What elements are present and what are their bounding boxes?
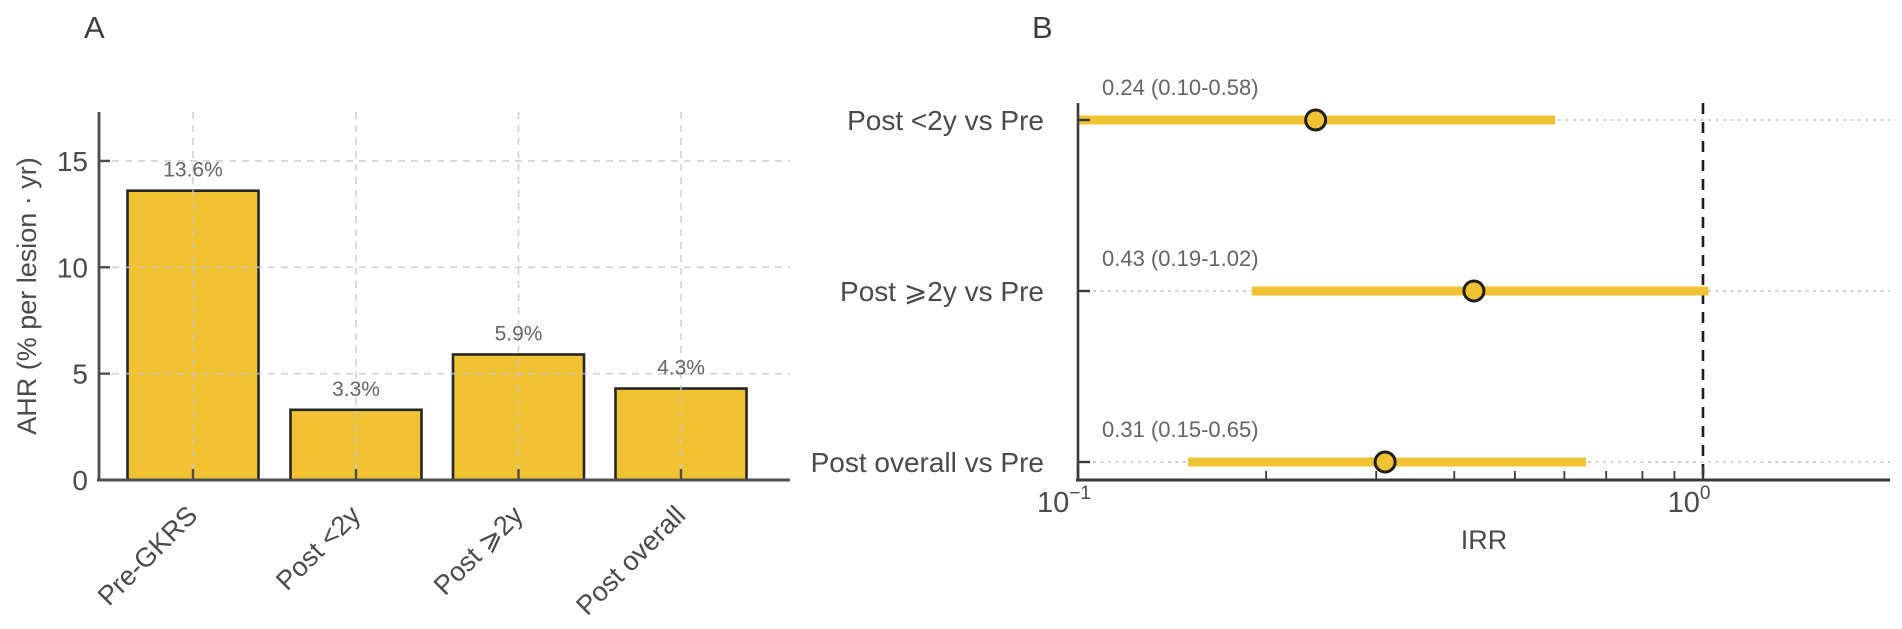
bar-value-label: 5.9% <box>495 322 543 345</box>
x-axis-category-label: Pre-GKRS <box>92 500 203 611</box>
y-axis-title: AHR (% per lesion · yr) <box>12 157 42 435</box>
estimate-marker-0 <box>1304 108 1328 132</box>
x-axis-category-label: Post overall <box>570 500 691 621</box>
row-label-1: Post ⩾2y vs Pre <box>840 276 1044 307</box>
bar-value-label: 3.3% <box>332 378 380 401</box>
x-axis-category-label: Post ⩾2y <box>428 500 529 601</box>
panel-b-label: B <box>1032 10 1054 45</box>
y-tick-label: 0 <box>72 465 88 496</box>
row-label-0: Post <2y vs Pre <box>847 105 1044 136</box>
row-annotation-2: 0.31 (0.15-0.65) <box>1102 417 1259 442</box>
x-axis-category-label: Post <2y <box>270 500 366 596</box>
y-tick-label: 5 <box>72 359 88 390</box>
y-tick-label: 15 <box>57 146 88 177</box>
x-tick-label-0: 10−1 <box>1037 483 1091 519</box>
y-tick-label: 10 <box>57 252 88 283</box>
panel-a-bar-chart: 0 5 10 15 13.6% 3.3% 5.9% 4.3% Pre-GKRS Post <2y P… <box>12 112 790 621</box>
estimate-marker-2 <box>1373 450 1397 474</box>
x-axis-title: IRR <box>1461 525 1508 555</box>
row-annotation-0: 0.24 (0.10-0.58) <box>1102 75 1259 100</box>
grid-group <box>99 112 790 480</box>
row-label-2: Post overall vs Pre <box>811 447 1044 478</box>
panel-b-forest-plot: 10−1 100 IRR Post <2y vs Pre 0.24 (0.10-0.58… <box>811 75 1890 555</box>
bar-value-label: 4.3% <box>657 357 705 380</box>
row-annotation-1: 0.43 (0.19-1.02) <box>1102 246 1259 271</box>
x-tick-label-1: 100 <box>1668 483 1711 519</box>
panel-a-label: A <box>84 10 106 45</box>
estimate-marker-1 <box>1462 279 1486 303</box>
bar-value-label: 13.6% <box>163 159 223 182</box>
